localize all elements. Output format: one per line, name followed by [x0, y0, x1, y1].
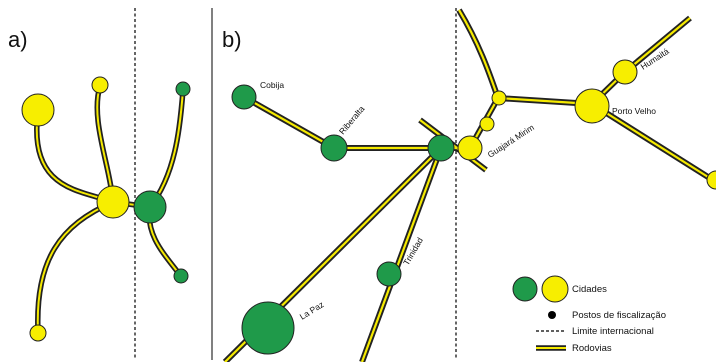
city-riberalta: [320, 134, 348, 162]
legend-city-yellow-icon: [541, 275, 569, 303]
panel-b-cities: [231, 59, 716, 355]
checkpoint-lower: [479, 116, 495, 132]
city-east-edge: [706, 170, 716, 190]
city-humaita: [612, 59, 638, 85]
city-guajara-mirim: [457, 135, 483, 161]
legend-city-green-icon: [512, 276, 538, 302]
city-trinidad: [376, 261, 402, 287]
legend-cities-label: Cidades: [572, 284, 607, 295]
legend-border-label: Limite internacional: [572, 326, 654, 337]
label-la-paz: La Paz: [298, 299, 326, 322]
city-a-north: [91, 76, 109, 94]
city-a-south: [29, 324, 47, 342]
legend-roads-label: Rodovias: [572, 343, 612, 354]
city-a-northwest: [21, 93, 55, 127]
city-border-bolivia: [427, 134, 455, 162]
panel-a-label: a): [8, 27, 28, 52]
city-porto-velho: [574, 88, 610, 124]
label-riberalta: Riberalta: [337, 104, 367, 137]
city-la-paz: [241, 301, 295, 355]
city-cobija: [231, 84, 257, 110]
panel-b-roads: [222, 8, 716, 362]
legend-checkpoint-icon: [548, 311, 556, 319]
checkpoint-upper: [491, 90, 507, 106]
city-a-border-yellow: [96, 185, 130, 219]
city-a-border-green: [133, 190, 167, 224]
label-porto-velho: Porto Velho: [612, 106, 656, 116]
legend-checkpoints-label: Postos de fiscalização: [572, 310, 666, 321]
panel-b-label: b): [222, 27, 242, 52]
city-a-southeast: [173, 268, 189, 284]
panel-a-cities: [21, 76, 191, 342]
label-cobija: Cobija: [260, 80, 284, 90]
legend: Cidades Postos de fiscalização Limite in…: [512, 275, 666, 354]
city-a-northeast: [175, 81, 191, 97]
